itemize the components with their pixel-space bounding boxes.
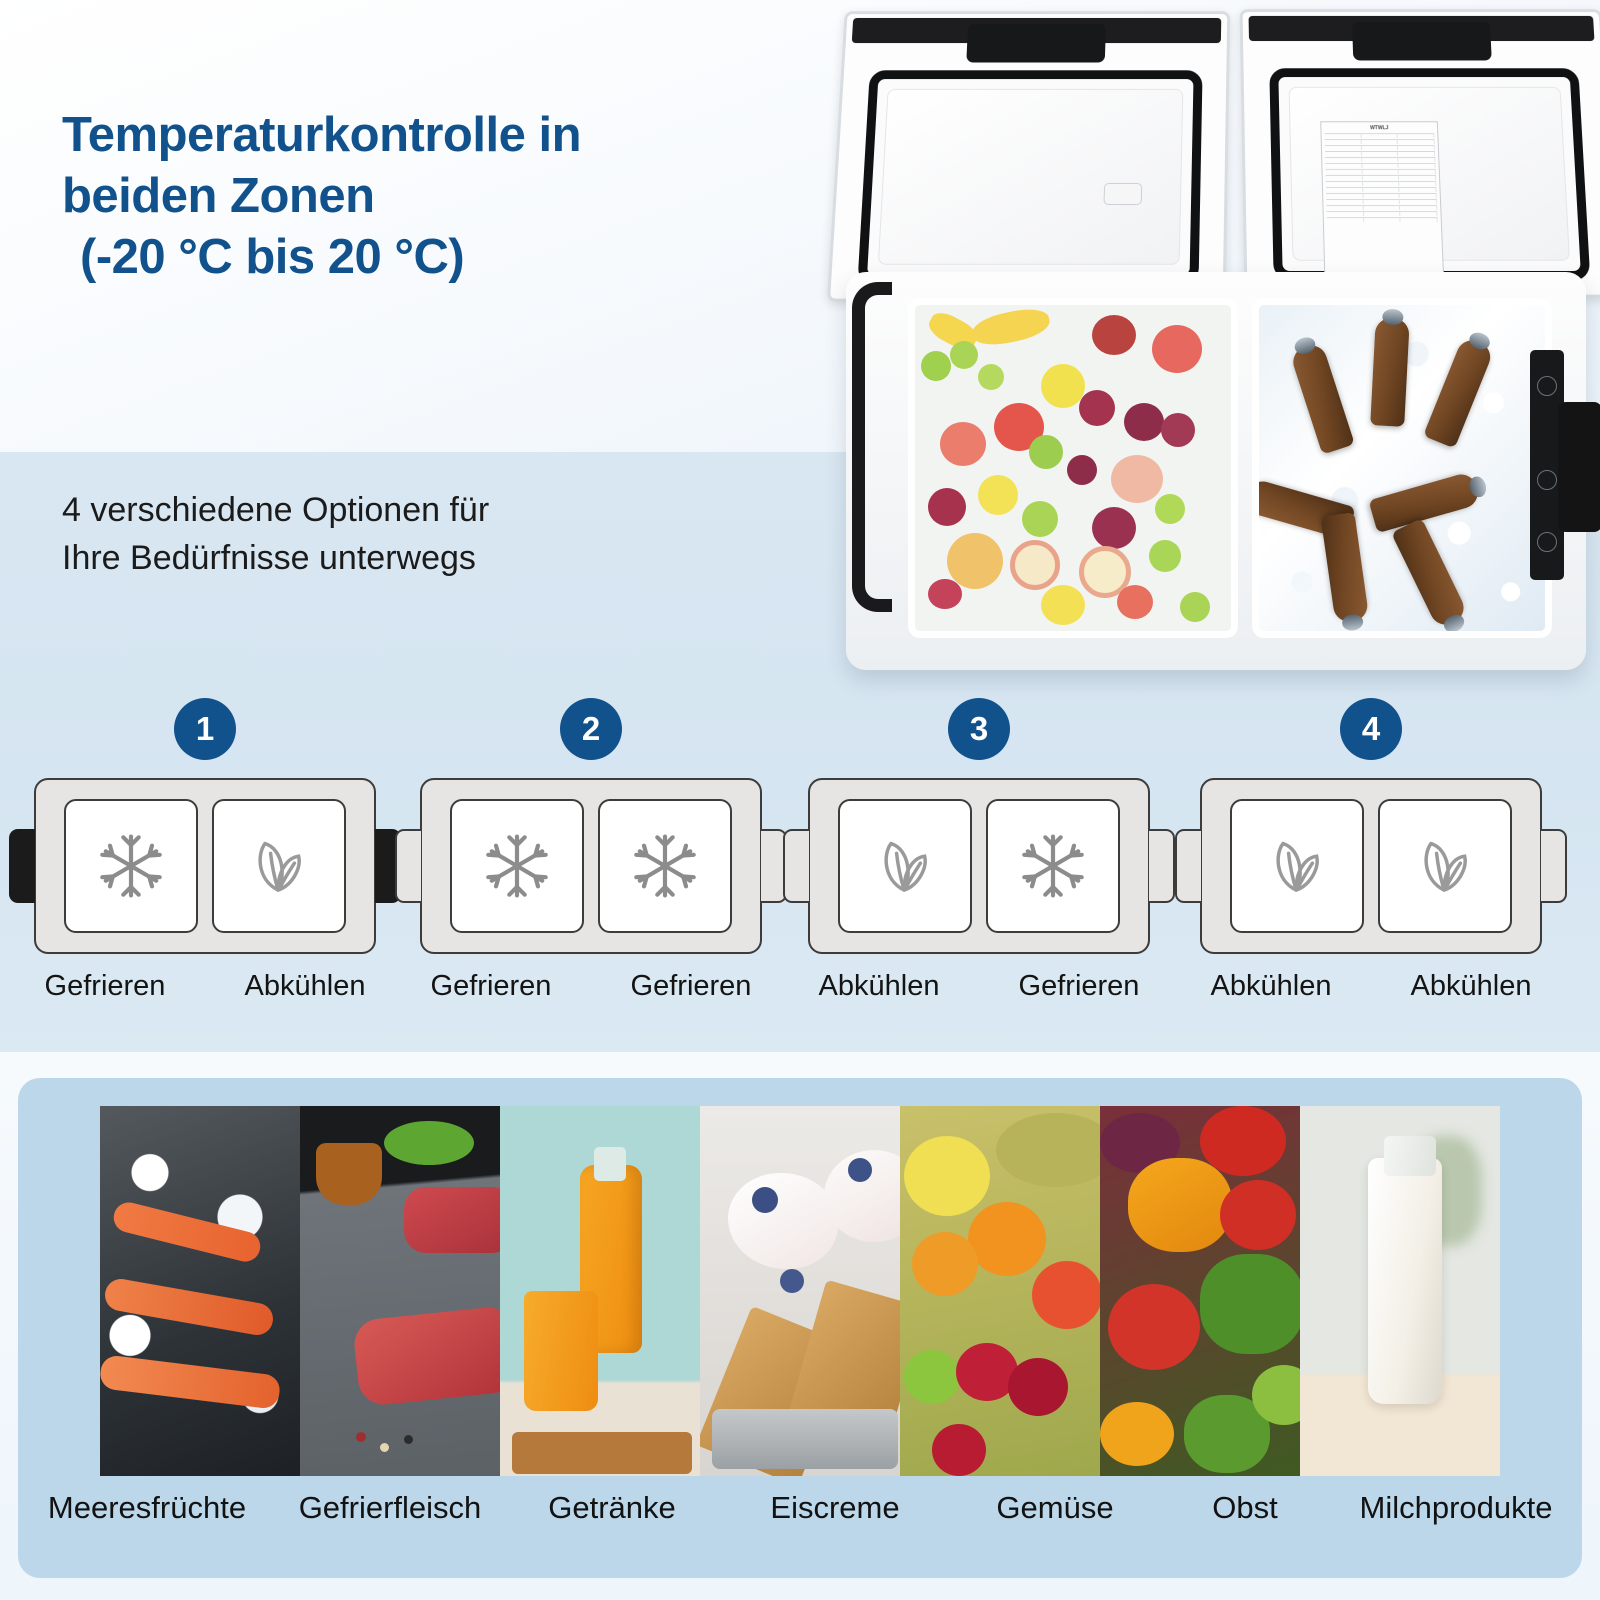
food-photo-shrimp-on-ice bbox=[100, 1106, 300, 1476]
option-4-zone-left bbox=[1230, 799, 1364, 933]
left-lid-grip bbox=[966, 23, 1106, 63]
option-2-right-label: Gefrieren bbox=[630, 970, 752, 1002]
option-3-labels: Abkühlen Gefrieren bbox=[779, 970, 1179, 1003]
option-4-zone-right bbox=[1378, 799, 1512, 933]
subheadline-line-2: Ihre Bedürfnisse unterwegs bbox=[62, 539, 476, 578]
left-lid-latch bbox=[1103, 182, 1143, 206]
food-photo-peppers-and-broccoli bbox=[1100, 1106, 1300, 1476]
beer-bottle bbox=[1370, 317, 1411, 427]
headline-line-1: Temperaturkontrolle in bbox=[62, 108, 582, 162]
option-2-cooler-diagram bbox=[395, 778, 787, 954]
right-compartment-drinks-on-ice bbox=[1252, 298, 1552, 638]
product-photo-dual-zone-fridge: WTWLJ bbox=[818, 0, 1600, 690]
snowflake-icon bbox=[634, 834, 696, 898]
mode-options-row: 1 bbox=[0, 690, 1600, 1040]
snowflake-icon bbox=[1022, 834, 1084, 898]
snowflake-icon bbox=[100, 834, 162, 898]
right-lid-grip bbox=[1352, 21, 1492, 61]
left-compartment-fruit bbox=[908, 298, 1238, 638]
option-3-handle-left bbox=[783, 829, 809, 903]
option-1-zone-left bbox=[64, 799, 198, 933]
left-lid-seal bbox=[857, 70, 1203, 285]
food-label-6: Milchprodukte bbox=[1359, 1490, 1553, 1525]
option-3-handle-right bbox=[1149, 829, 1175, 903]
option-4-right-label: Abkühlen bbox=[1410, 970, 1532, 1002]
leaves-icon bbox=[258, 841, 301, 893]
headline-line-3: (-20 °C bis 20 °C) bbox=[80, 229, 465, 284]
headline: Temperaturkontrolle in beiden Zonen (-20… bbox=[62, 105, 802, 287]
food-label-3: Eiscreme bbox=[770, 1490, 900, 1525]
option-1-handle-left bbox=[9, 829, 35, 903]
power-button bbox=[1537, 376, 1557, 396]
headline-line-2: beiden Zonen bbox=[62, 168, 375, 223]
food-label-4: Gemüse bbox=[996, 1490, 1114, 1525]
side-handle bbox=[1558, 402, 1600, 532]
option-2-zone-right bbox=[598, 799, 732, 933]
option-4-labels: Abkühlen Abkühlen bbox=[1171, 970, 1571, 1003]
option-4-cooler-diagram bbox=[1175, 778, 1567, 954]
option-number-badge: 4 bbox=[1340, 698, 1402, 760]
carry-handle bbox=[852, 282, 892, 612]
subheadline: 4 verschiedene Optionen für Ihre Bedürfn… bbox=[62, 486, 722, 583]
option-2-handle-left bbox=[395, 829, 421, 903]
leaves-icon bbox=[884, 841, 927, 893]
food-photo-raw-steak bbox=[300, 1106, 500, 1476]
right-lid: WTWLJ bbox=[1239, 9, 1600, 298]
fruit-contents bbox=[915, 305, 1231, 631]
food-photo-orange-juice bbox=[500, 1106, 700, 1476]
option-2-left-label: Gefrieren bbox=[430, 970, 552, 1002]
option-3-zone-right bbox=[986, 799, 1120, 933]
left-lid bbox=[826, 11, 1231, 302]
option-1-labels: Gefrieren Abkühlen bbox=[5, 970, 405, 1003]
right-lid-seal: WTWLJ bbox=[1269, 68, 1591, 281]
food-categories-card: Meeresfrüchte Gefrierfleisch Getränke Ei… bbox=[18, 1078, 1582, 1578]
option-4-handle-right bbox=[1541, 829, 1567, 903]
option-number-badge: 3 bbox=[948, 698, 1010, 760]
food-label-0: Meeresfrüchte bbox=[47, 1490, 247, 1525]
leaves-icon bbox=[1424, 841, 1467, 893]
spec-label-rows bbox=[1324, 133, 1440, 270]
leaves-icon bbox=[1276, 841, 1319, 893]
option-3-left-label: Abkühlen bbox=[818, 970, 940, 1002]
option-1-right-label: Abkühlen bbox=[244, 970, 366, 1002]
food-photo-milk-bottle bbox=[1300, 1106, 1500, 1476]
option-3-zone-left bbox=[838, 799, 972, 933]
food-label-2: Getränke bbox=[548, 1490, 676, 1525]
fridge-body bbox=[846, 272, 1600, 670]
option-4-left-label: Abkühlen bbox=[1210, 970, 1332, 1002]
option-3-cooler-diagram bbox=[783, 778, 1175, 954]
left-lid-panel bbox=[877, 88, 1184, 265]
option-number-badge: 1 bbox=[174, 698, 236, 760]
option-number-badge: 2 bbox=[560, 698, 622, 760]
option-2-labels: Gefrieren Gefrieren bbox=[391, 970, 791, 1003]
spec-label: WTWLJ bbox=[1320, 121, 1444, 275]
option-3-right-label: Gefrieren bbox=[1018, 970, 1140, 1002]
snowflake-icon bbox=[486, 834, 548, 898]
option-1-left-label: Gefrieren bbox=[44, 970, 166, 1002]
food-category-labels: Meeresfrüchte Gefrierfleisch Getränke Ei… bbox=[18, 1490, 1582, 1526]
option-4-handle-left bbox=[1175, 829, 1201, 903]
option-2-zone-left bbox=[450, 799, 584, 933]
option-1-zone-right bbox=[212, 799, 346, 933]
spec-label-title: WTWLJ bbox=[1369, 125, 1389, 132]
subheadline-line-1: 4 verschiedene Optionen für bbox=[62, 491, 490, 529]
food-photo-citrus-and-cherries bbox=[900, 1106, 1100, 1476]
option-1-cooler-diagram bbox=[9, 778, 401, 954]
food-label-1: Gefrierfleisch bbox=[298, 1490, 482, 1525]
food-label-5: Obst bbox=[1212, 1490, 1278, 1525]
food-photo-strip bbox=[100, 1106, 1500, 1476]
temp-button bbox=[1537, 470, 1557, 490]
right-lid-panel: WTWLJ bbox=[1288, 86, 1571, 275]
mode-button bbox=[1537, 532, 1557, 552]
food-photo-ice-cream-cones bbox=[700, 1106, 900, 1476]
